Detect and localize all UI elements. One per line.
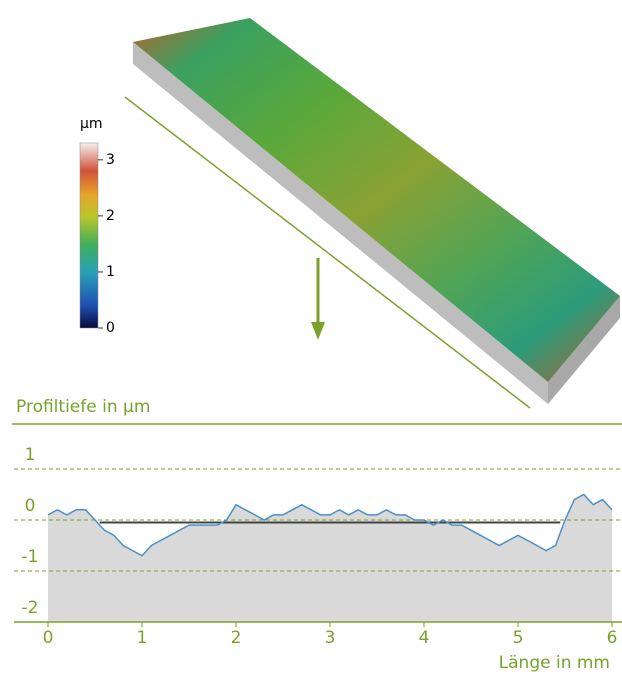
arrow — [311, 258, 325, 340]
x-axis-title: Länge in mm — [499, 653, 610, 673]
x-tick-label: 1 — [137, 628, 148, 648]
colorbar-label: µm — [80, 116, 103, 132]
colorbar-tick-label: 1 — [106, 264, 115, 280]
surface-render — [133, 18, 620, 404]
y-axis-title: Profiltiefe in µm — [16, 397, 150, 417]
colorbar — [80, 143, 98, 328]
x-tick-label: 4 — [419, 628, 430, 648]
y-tick-label: 1 — [25, 445, 36, 465]
x-tick-label: 3 — [325, 628, 336, 648]
colorbar-tick-label: 2 — [106, 208, 115, 224]
x-tick-label: 5 — [513, 628, 524, 648]
y-tick-label: -2 — [22, 598, 39, 618]
profile-area — [48, 495, 612, 623]
x-tick-label: 0 — [43, 628, 54, 648]
x-tick-label: 6 — [607, 628, 618, 648]
colorbar-tick-label: 3 — [106, 152, 115, 168]
y-tick-label: -1 — [22, 547, 39, 567]
colorbar-tick-label: 0 — [106, 320, 115, 336]
x-tick-label: 2 — [231, 628, 242, 648]
figure: µm Profiltiefe in µm Länge in mm 012310-… — [0, 0, 622, 677]
y-tick-label: 0 — [25, 496, 36, 516]
